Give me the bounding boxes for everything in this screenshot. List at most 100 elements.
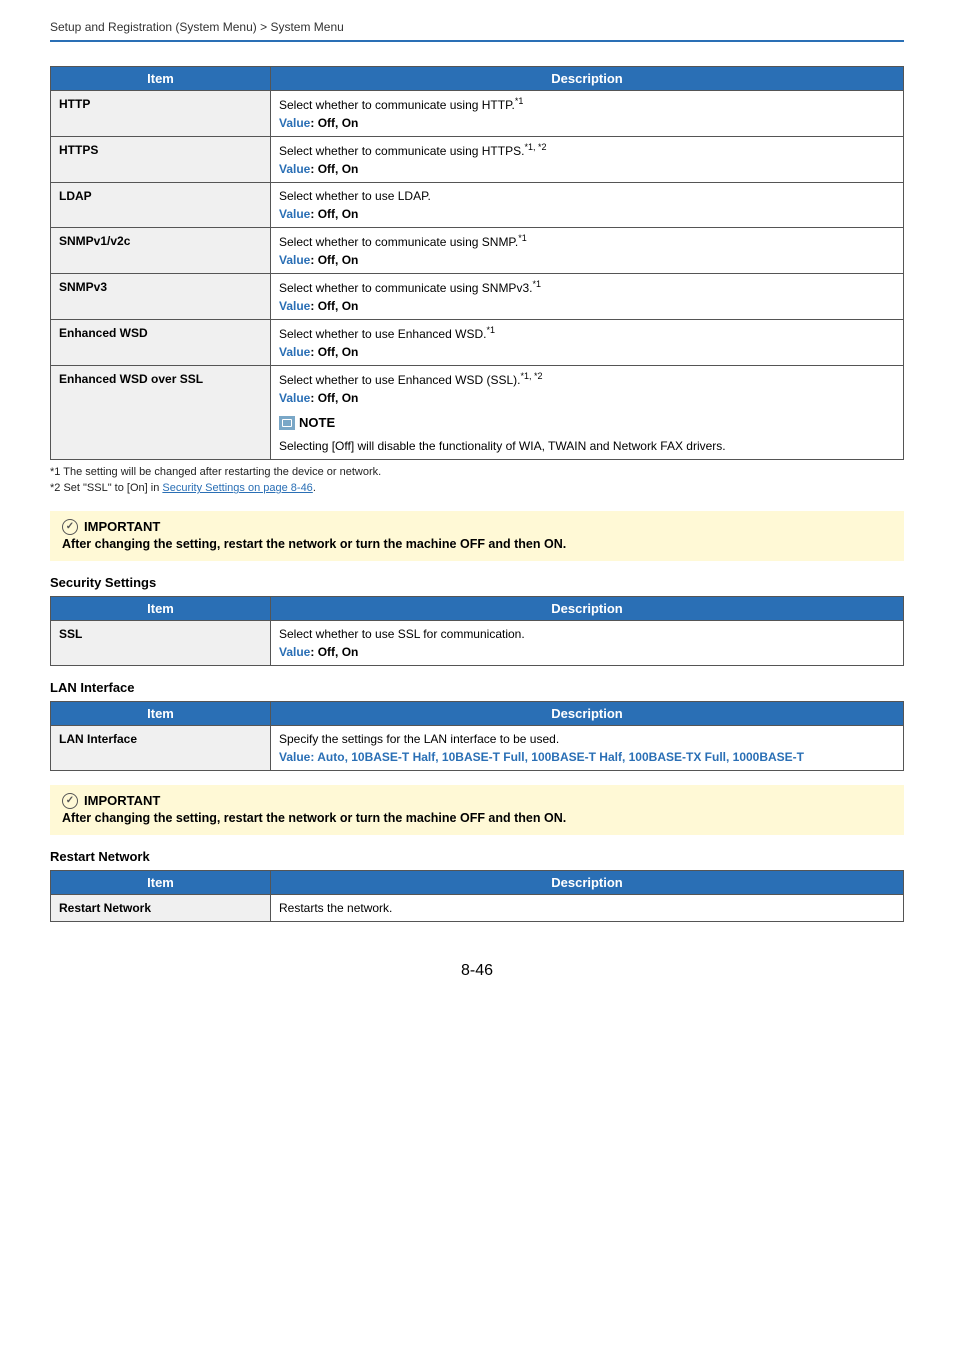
value-text: Off, On bbox=[318, 345, 359, 359]
row-item: SNMPv1/v2c bbox=[51, 228, 271, 274]
row-item: HTTPS bbox=[51, 137, 271, 183]
value-label: Value bbox=[279, 162, 310, 176]
desc-text: Select whether to communicate using SNMP… bbox=[279, 281, 532, 295]
note-label: NOTE bbox=[299, 415, 335, 430]
desc-sup: *1 bbox=[486, 325, 495, 335]
value-text: Off, On bbox=[318, 391, 359, 405]
row-description: Select whether to use Enhanced WSD.*1 Va… bbox=[271, 320, 904, 366]
row-description: Restarts the network. bbox=[271, 894, 904, 921]
col-header-item: Item bbox=[51, 870, 271, 894]
footnote-2-link[interactable]: Security Settings on page 8-46 bbox=[162, 482, 312, 494]
row-description: Select whether to communicate using HTTP… bbox=[271, 91, 904, 137]
footnotes: *1 The setting will be changed after res… bbox=[50, 464, 904, 497]
value-label: Value bbox=[279, 345, 310, 359]
important-box-1: ✓ IMPORTANT After changing the setting, … bbox=[50, 511, 904, 561]
desc-sup: *1 bbox=[518, 233, 527, 243]
important-text: After changing the setting, restart the … bbox=[62, 811, 892, 825]
check-circle-icon: ✓ bbox=[62, 519, 78, 535]
footnote-1: *1 The setting will be changed after res… bbox=[50, 464, 904, 481]
footnote-2-pre: *2 Set "SSL" to [On] in bbox=[50, 482, 162, 494]
protocols-table: Item Description HTTP Select whether to … bbox=[50, 66, 904, 460]
value-text: Off, On bbox=[318, 253, 359, 267]
value-sep: : bbox=[310, 299, 317, 313]
value-label: Value bbox=[279, 750, 310, 764]
col-header-description: Description bbox=[271, 870, 904, 894]
row-description: Select whether to use LDAP. Value: Off, … bbox=[271, 183, 904, 228]
desc-text: Select whether to communicate using SNMP… bbox=[279, 235, 518, 249]
row-description: Specify the settings for the LAN interfa… bbox=[271, 725, 904, 770]
value-sep: : bbox=[310, 116, 317, 130]
table-row: Restart Network Restarts the network. bbox=[51, 894, 904, 921]
col-header-description: Description bbox=[271, 596, 904, 620]
value-label: Value bbox=[279, 645, 310, 659]
value-label: Value bbox=[279, 253, 310, 267]
col-header-description: Description bbox=[271, 67, 904, 91]
value-text: Off, On bbox=[318, 207, 359, 221]
value-sep: : bbox=[310, 162, 317, 176]
desc-sup: *1 bbox=[515, 96, 524, 106]
row-item: LDAP bbox=[51, 183, 271, 228]
value-text: Off, On bbox=[318, 162, 359, 176]
col-header-description: Description bbox=[271, 701, 904, 725]
top-rule bbox=[50, 40, 904, 42]
table-row: SNMPv3 Select whether to communicate usi… bbox=[51, 274, 904, 320]
row-description: Select whether to communicate using SNMP… bbox=[271, 274, 904, 320]
important-box-2: ✓ IMPORTANT After changing the setting, … bbox=[50, 785, 904, 835]
row-description: Select whether to use SSL for communicat… bbox=[271, 620, 904, 665]
value-text: Off, On bbox=[318, 116, 359, 130]
page-number: 8-46 bbox=[50, 962, 904, 980]
desc-text: Select whether to use SSL for communicat… bbox=[279, 627, 525, 641]
row-item: Restart Network bbox=[51, 894, 271, 921]
table-row: LDAP Select whether to use LDAP. Value: … bbox=[51, 183, 904, 228]
value-label: Value bbox=[279, 207, 310, 221]
value-sep: : bbox=[310, 253, 317, 267]
footnote-2: *2 Set "SSL" to [On] in Security Setting… bbox=[50, 480, 904, 497]
table-row: LAN Interface Specify the settings for t… bbox=[51, 725, 904, 770]
row-item: LAN Interface bbox=[51, 725, 271, 770]
important-label: IMPORTANT bbox=[84, 519, 160, 534]
desc-sup: *1, *2 bbox=[524, 142, 546, 152]
desc-text: Select whether to use Enhanced WSD (SSL)… bbox=[279, 373, 520, 387]
row-description: Select whether to communicate using SNMP… bbox=[271, 228, 904, 274]
value-label: Value bbox=[279, 299, 310, 313]
note-text: Selecting [Off] will disable the functio… bbox=[279, 437, 895, 455]
row-description: Select whether to communicate using HTTP… bbox=[271, 137, 904, 183]
value-sep: : bbox=[310, 345, 317, 359]
value-text: Auto, 10BASE-T Half, 10BASE-T Full, 100B… bbox=[317, 750, 804, 764]
value-sep: : bbox=[310, 645, 317, 659]
restart-table: Item Description Restart Network Restart… bbox=[50, 870, 904, 922]
desc-text: Select whether to communicate using HTTP… bbox=[279, 98, 515, 112]
lan-heading: LAN Interface bbox=[50, 680, 904, 695]
table-row: SSL Select whether to use SSL for commun… bbox=[51, 620, 904, 665]
row-item: Enhanced WSD over SSL bbox=[51, 366, 271, 460]
restart-heading: Restart Network bbox=[50, 849, 904, 864]
value-sep: : bbox=[310, 391, 317, 405]
table-row: Enhanced WSD over SSL Select whether to … bbox=[51, 366, 904, 460]
security-heading: Security Settings bbox=[50, 575, 904, 590]
table-row: HTTP Select whether to communicate using… bbox=[51, 91, 904, 137]
row-item: HTTP bbox=[51, 91, 271, 137]
footnote-2-post: . bbox=[313, 482, 316, 494]
security-table: Item Description SSL Select whether to u… bbox=[50, 596, 904, 666]
note-icon bbox=[279, 416, 295, 430]
important-text: After changing the setting, restart the … bbox=[62, 537, 892, 551]
table-row: SNMPv1/v2c Select whether to communicate… bbox=[51, 228, 904, 274]
col-header-item: Item bbox=[51, 67, 271, 91]
desc-text: Select whether to use Enhanced WSD. bbox=[279, 327, 486, 341]
row-item: Enhanced WSD bbox=[51, 320, 271, 366]
important-label: IMPORTANT bbox=[84, 793, 160, 808]
check-circle-icon: ✓ bbox=[62, 793, 78, 809]
col-header-item: Item bbox=[51, 596, 271, 620]
desc-sup: *1, *2 bbox=[520, 371, 542, 381]
value-label: Value bbox=[279, 116, 310, 130]
row-description: Select whether to use Enhanced WSD (SSL)… bbox=[271, 366, 904, 460]
desc-text: Specify the settings for the LAN interfa… bbox=[279, 732, 559, 746]
table-row: HTTPS Select whether to communicate usin… bbox=[51, 137, 904, 183]
desc-text: Select whether to use LDAP. bbox=[279, 189, 431, 203]
row-item: SSL bbox=[51, 620, 271, 665]
value-text: Off, On bbox=[318, 299, 359, 313]
breadcrumb: Setup and Registration (System Menu) > S… bbox=[50, 20, 904, 40]
desc-sup: *1 bbox=[532, 279, 541, 289]
value-text: Off, On bbox=[318, 645, 359, 659]
row-item: SNMPv3 bbox=[51, 274, 271, 320]
